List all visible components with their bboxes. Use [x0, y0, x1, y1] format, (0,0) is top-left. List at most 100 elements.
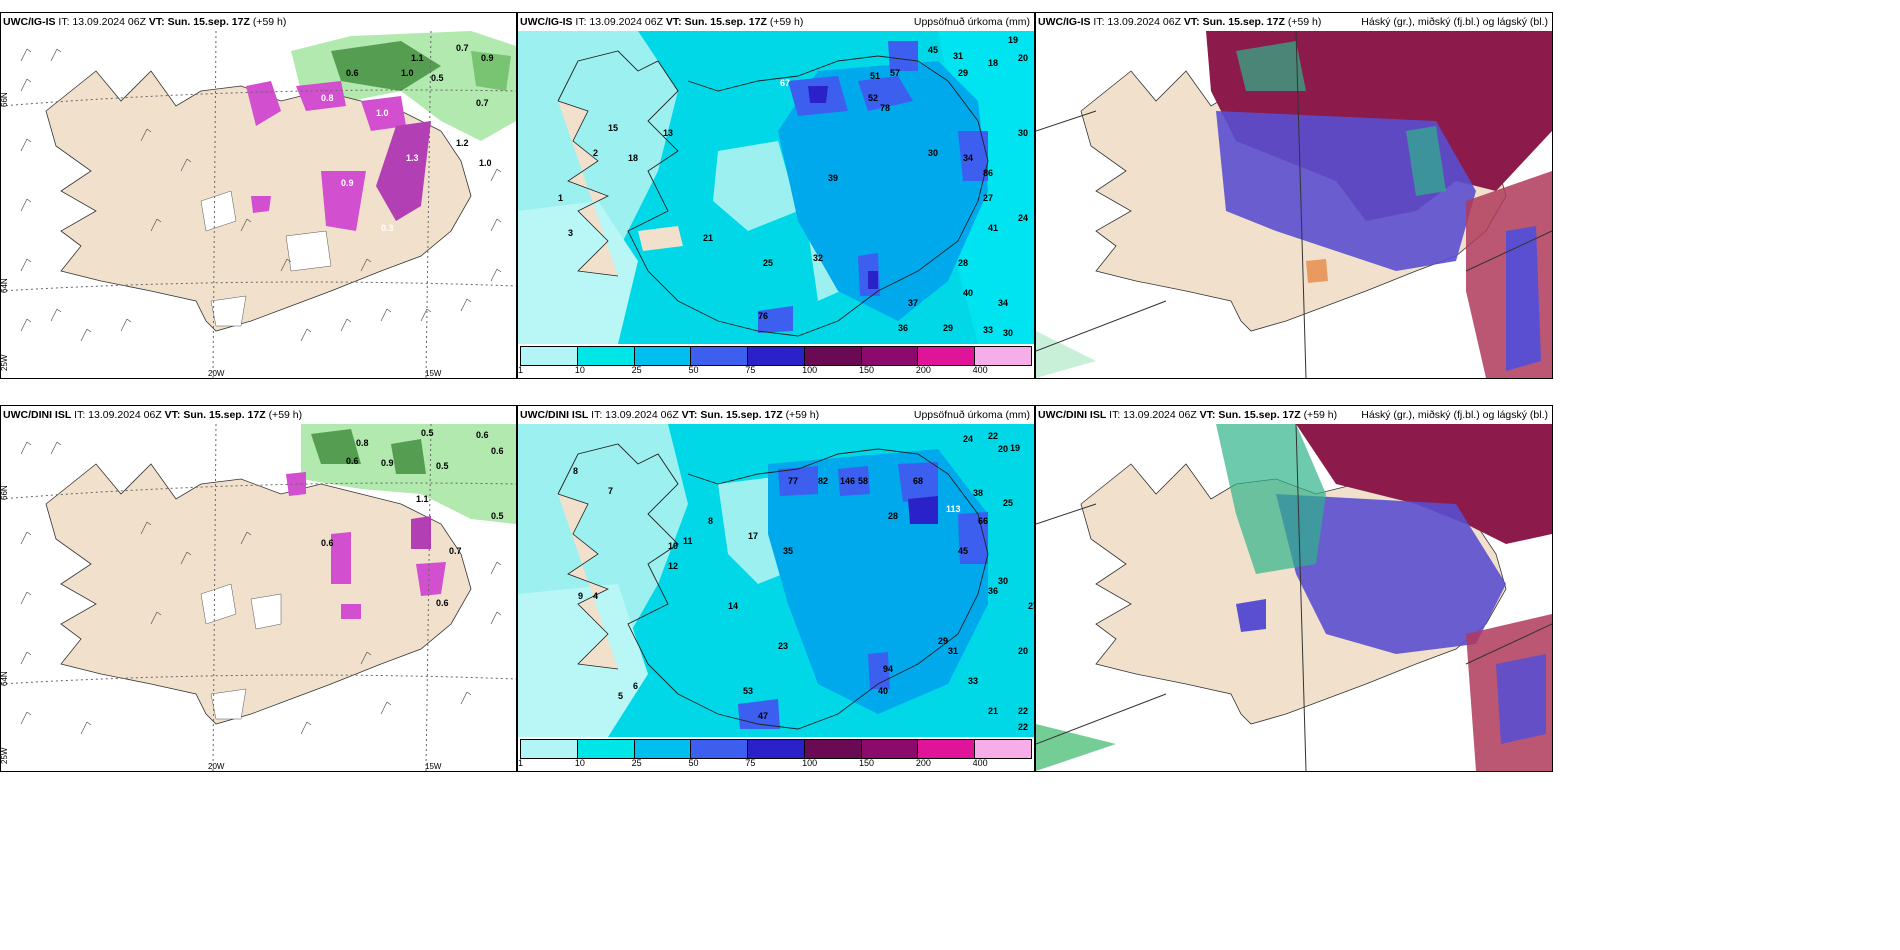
precip-value-label: 51	[870, 71, 880, 81]
valid-label: VT:	[681, 409, 698, 421]
cloud-value-label: 0.7	[476, 98, 489, 108]
cloud-value-label: 0.3	[381, 223, 394, 233]
valid-label: VT:	[148, 16, 165, 28]
colorbar-swatch	[577, 740, 635, 758]
precip-value-label: 13	[663, 128, 673, 138]
precip-value-label: 77	[788, 476, 798, 486]
panel-field-name: Uppsöfnuð úrkoma (mm)	[913, 16, 1030, 28]
precip-value-label: 2	[593, 148, 598, 158]
model-name: UWC/IG-IS	[1038, 16, 1091, 28]
colorbar-level: 100	[802, 758, 818, 768]
precip-value-label: 4	[593, 591, 598, 601]
precip-value-label: 18	[628, 153, 638, 163]
colorbar-level: 50	[688, 365, 699, 375]
precip-value-label: 94	[883, 664, 893, 674]
precip-value-label: 17	[748, 531, 758, 541]
lat66-label: 66N	[1, 92, 9, 107]
panel-title: UWC/DINI ISL IT: 13.09.2024 06Z VT: Sun.…	[518, 406, 1034, 424]
colorbar-swatch	[691, 740, 749, 758]
precip-value-label: 32	[813, 253, 823, 263]
colorbar-level: 150	[858, 365, 875, 375]
precip-value-label: 76	[758, 311, 768, 321]
precip-value-label: 8	[573, 466, 578, 476]
panel-dini-precip: UWC/DINI ISL IT: 13.09.2024 06Z VT: Sun.…	[517, 405, 1035, 772]
valid-time: Sun. 15.sep. 17Z	[1202, 16, 1285, 28]
precip-value-label: 8	[708, 516, 713, 526]
cloud-value-label: 0.9	[341, 178, 354, 188]
iceland-land	[45, 463, 472, 725]
precip-value-label: 27	[1028, 601, 1034, 611]
panel-title: UWC/IG-IS IT: 13.09.2024 06Z VT: Sun. 15…	[1, 13, 516, 31]
colorbar-level: 400	[972, 758, 988, 768]
precip-value-label: 3	[568, 228, 573, 238]
precip-value-label: 29	[958, 68, 968, 78]
precip-value-label: 19	[1010, 443, 1020, 453]
lon15-label: 15W	[425, 762, 442, 771]
init-time: IT: 13.09.2024 06Z	[74, 409, 162, 421]
precip-value-label: 24	[1018, 213, 1028, 223]
colorbar-level: 1	[518, 365, 524, 375]
precip-value-label: 23	[778, 641, 788, 651]
lead-time: (+59 h)	[785, 409, 820, 421]
precip-value-label: 82	[818, 476, 828, 486]
precip-value-label: 12	[668, 561, 678, 571]
iceland-land	[557, 50, 989, 337]
colorbar-level: 400	[972, 365, 988, 375]
map-plot: 24 22 20 19 25 38 45 36 30 27 20 33 29 2…	[518, 424, 1034, 737]
map-svg	[1036, 424, 1552, 771]
panel-ig-is-wind: UWC/IG-IS IT: 13.09.2024 06Z VT: Sun. 15…	[0, 12, 517, 379]
valid-time: Sun. 15.sep. 17Z	[167, 16, 250, 28]
colorbar-level: 100	[802, 365, 818, 375]
colorbar-swatch	[748, 347, 805, 365]
precip-value-label: 52	[868, 93, 878, 103]
precip-value-label: 1	[558, 193, 563, 203]
valid-label: VT:	[164, 409, 181, 421]
colorbar-swatch	[861, 740, 919, 758]
lead-time: (+59 h)	[1303, 409, 1338, 421]
valid-label: VT:	[1183, 16, 1200, 28]
precip-value-label: 45	[928, 45, 938, 55]
model-name: UWC/DINI ISL	[3, 409, 72, 421]
precip-value-label: 20	[1018, 53, 1028, 63]
map-svg	[1036, 31, 1552, 378]
map-svg: 66N 64N 25W 20W 15W 0.5 0.6 0.6 0.8 0.9 …	[1, 424, 516, 771]
cloud-value-label: 0.5	[491, 511, 504, 521]
precip-value-label: 30	[1003, 328, 1013, 338]
colorbar-level: 150	[858, 758, 875, 768]
precip-value-label: 27	[983, 193, 993, 203]
colorbar-swatch	[804, 740, 862, 758]
precip-value-label: 36	[988, 586, 998, 596]
cloud-value-label: 0.5	[436, 461, 449, 471]
precip-value-label: 5	[618, 691, 623, 701]
model-name: UWC/DINI ISL	[1038, 409, 1107, 421]
precip-value-label: 35	[783, 546, 793, 556]
map-plot	[1036, 31, 1552, 378]
precip-value-label: 21	[703, 233, 713, 243]
cloud-value-label: 1.1	[416, 494, 429, 504]
precip-value-label: 39	[828, 173, 838, 183]
precip-value-label: 31	[948, 646, 958, 656]
panel-title: UWC/DINI ISL IT: 13.09.2024 06Z VT: Sun.…	[1036, 406, 1552, 424]
precip-value-label: 25	[763, 258, 773, 268]
colorbar-swatch	[521, 347, 578, 365]
colorbar-swatch	[691, 347, 749, 365]
lead-time: (+59 h)	[252, 16, 287, 28]
precip-value-label: 30	[1018, 128, 1028, 138]
panel-title: UWC/IG-IS IT: 13.09.2024 06Z VT: Sun. 15…	[1036, 13, 1552, 31]
precip-value-label: 86	[983, 168, 993, 178]
map-plot	[1036, 424, 1552, 771]
precip-value-label: 31	[953, 51, 963, 61]
precip-value-label: 18	[988, 58, 998, 68]
precip-value-label: 45	[958, 546, 968, 556]
precip-value-label: 68	[913, 476, 923, 486]
precip-value-label: 33	[983, 325, 993, 335]
map-plot: 66N 64N 25W 20W 15W 0.7 0.9 0.5 0.6 1.0 …	[1, 31, 516, 378]
colorbar-swatch	[748, 740, 805, 758]
precip-value-label: 28	[888, 511, 898, 521]
cloud-value-label: 0.6	[346, 68, 359, 78]
colorbar-swatch	[634, 740, 692, 758]
panel-field-name: Háský (gr.), miðský (fj.bl.) og lágský (…	[1361, 409, 1548, 421]
colorbar-swatch	[918, 347, 976, 365]
precip-value-label: 15	[608, 123, 618, 133]
panel-dini-wind: UWC/DINI ISL IT: 13.09.2024 06Z VT: Sun.…	[0, 405, 517, 772]
